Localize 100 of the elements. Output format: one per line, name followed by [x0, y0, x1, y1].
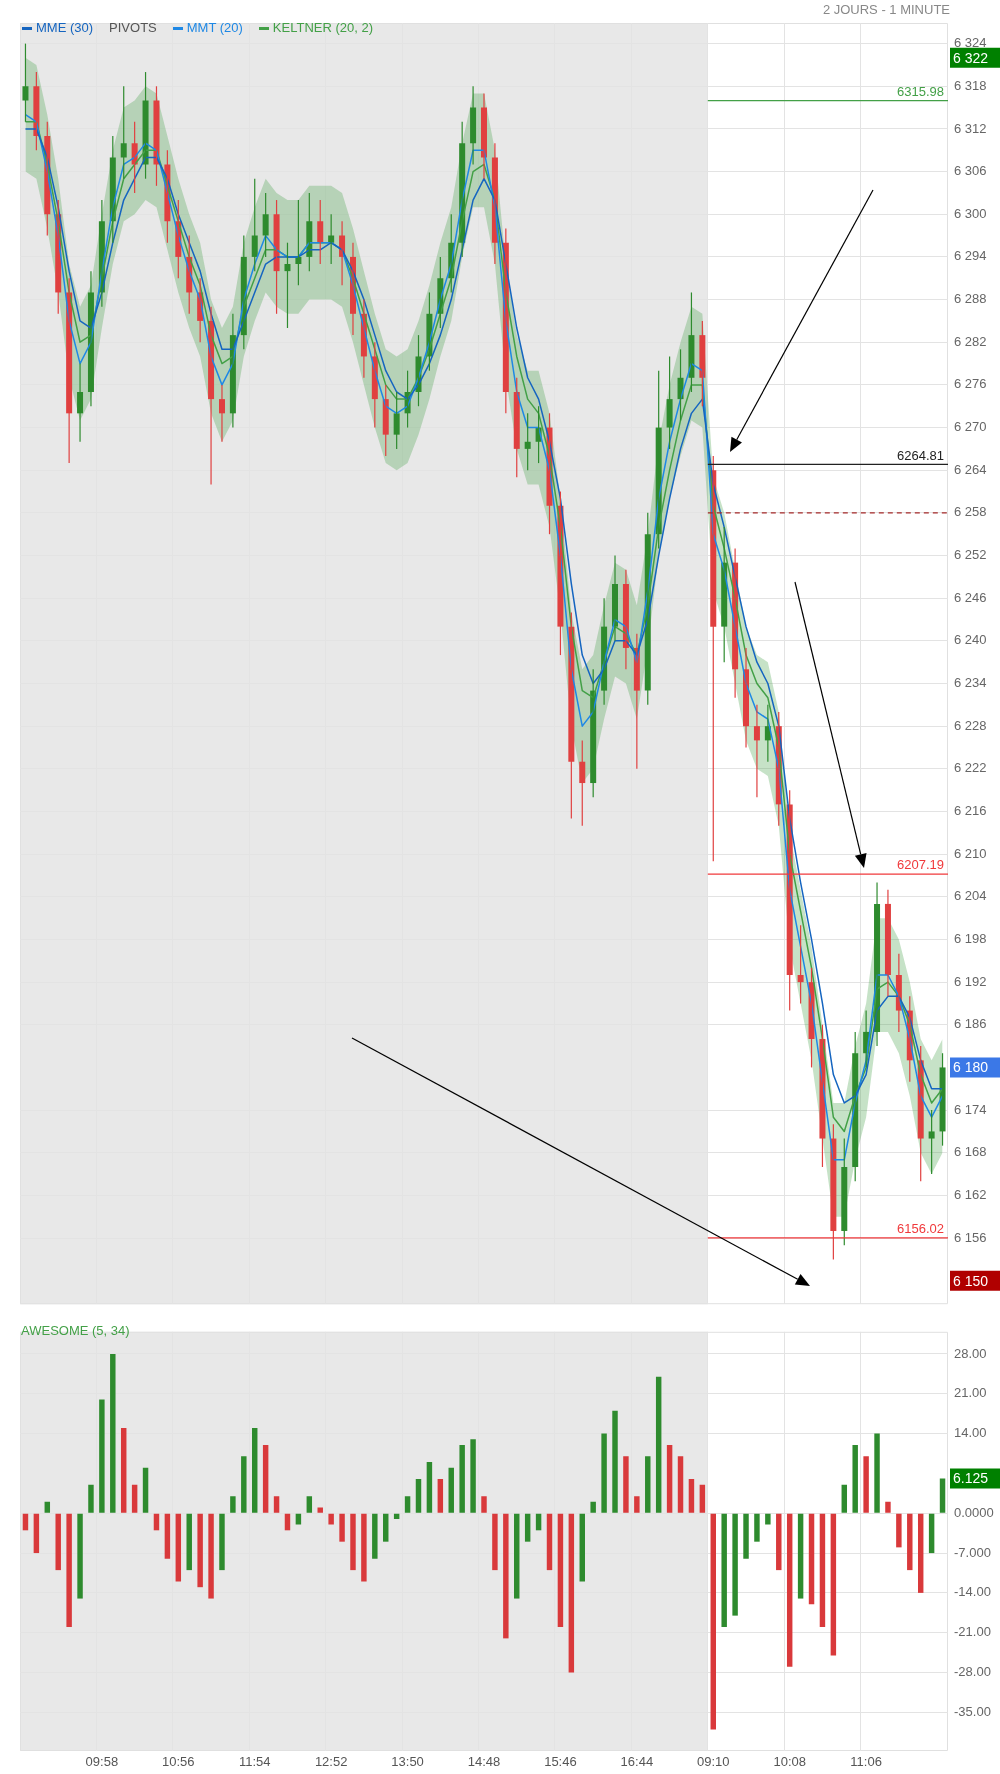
y-tick-label: 6 228 — [954, 717, 987, 733]
bar — [612, 1410, 618, 1513]
bar — [896, 1513, 902, 1548]
bar — [208, 1513, 214, 1599]
y2-tick-label: 6 322 — [953, 49, 989, 66]
bar — [907, 1513, 913, 1571]
bar — [219, 1513, 225, 1571]
bar — [448, 1467, 454, 1513]
bar — [754, 1513, 760, 1542]
y-tick-label: -28.00 — [954, 1664, 991, 1680]
bar — [88, 1484, 94, 1513]
chart-title: AWESOME (5, 34) — [21, 1323, 130, 1338]
y-tick-label: 6 306 — [954, 163, 987, 179]
y-tick-label: 6 240 — [954, 632, 987, 648]
bar — [655, 1376, 662, 1513]
y-tick-label: 6 324 — [954, 35, 987, 51]
text: 6.125 — [953, 1470, 989, 1487]
y-tick-label: 6 186 — [954, 1016, 987, 1032]
ref-line-label: 6156.02 — [897, 1221, 944, 1237]
candlestick — [928, 1109, 935, 1175]
bar — [590, 1501, 596, 1513]
bar — [175, 1513, 182, 1582]
bar — [459, 1444, 465, 1513]
bar — [99, 1399, 105, 1513]
y-tick-label: 6 252 — [954, 547, 987, 563]
bar — [666, 1444, 673, 1513]
bar — [33, 1513, 40, 1554]
ref-line-label: 6315.98 — [897, 83, 944, 99]
y-tick-label: -35.00 — [954, 1703, 991, 1719]
bar — [339, 1513, 345, 1542]
legend-label: KELTNER (20, 2) — [272, 20, 374, 35]
bar — [186, 1513, 192, 1571]
bar — [230, 1496, 236, 1513]
bar — [361, 1513, 367, 1582]
bar — [383, 1513, 389, 1542]
bar — [579, 1513, 585, 1582]
bar — [928, 1513, 935, 1554]
bar — [44, 1501, 51, 1513]
y2-tick-label: 6 180 — [953, 1059, 989, 1076]
y-tick-label: -14.00 — [954, 1584, 991, 1600]
bar — [481, 1496, 487, 1513]
bar — [645, 1456, 651, 1513]
bar — [732, 1513, 738, 1616]
bar — [699, 1484, 706, 1513]
bar — [437, 1479, 444, 1513]
bar — [885, 1501, 891, 1513]
bar — [819, 1513, 826, 1627]
y-tick-label: 21.00 — [954, 1385, 987, 1401]
bar — [776, 1513, 782, 1571]
y-tick-label: 6 270 — [954, 419, 987, 435]
x-tick-label: 15:46 — [544, 1754, 577, 1770]
bar — [197, 1513, 203, 1588]
bar — [841, 1484, 848, 1513]
bar — [710, 1513, 716, 1730]
y-tick-label: 6 162 — [954, 1187, 987, 1202]
y-tick-label: 6 246 — [954, 589, 987, 605]
bar — [623, 1456, 629, 1513]
bar — [917, 1513, 924, 1593]
bar — [426, 1462, 433, 1513]
y-tick-label: 6 312 — [954, 120, 987, 136]
bar — [721, 1513, 727, 1627]
bar — [492, 1513, 498, 1571]
chart-subtitle: 2 JOURS - 1 MINUTE — [822, 2, 950, 17]
x-tick-label: 09:10 — [697, 1754, 730, 1770]
bar — [262, 1444, 269, 1513]
bar — [142, 1467, 149, 1513]
x-tick-label: 11:06 — [850, 1754, 882, 1770]
y-tick-label: 6 156 — [954, 1229, 987, 1245]
bar — [295, 1513, 302, 1525]
x-tick-label: 09:58 — [85, 1754, 119, 1770]
bar — [568, 1513, 575, 1673]
bar — [306, 1496, 313, 1513]
y-tick-label: 6 294 — [954, 248, 987, 264]
x-tick-label: 10:56 — [162, 1754, 195, 1770]
y-tick-label: 6 288 — [954, 291, 987, 307]
legend-label: MME (30) — [36, 20, 94, 35]
bar — [164, 1513, 171, 1559]
y-tick-label: 6 198 — [954, 931, 987, 947]
y-tick-label: -21.00 — [954, 1624, 991, 1640]
y-tick-label: 6 192 — [954, 973, 987, 989]
y-tick-label: 6 264 — [954, 461, 987, 477]
bar — [415, 1479, 422, 1513]
y-tick-label: -7.000 — [954, 1544, 991, 1560]
bar — [350, 1513, 356, 1571]
y-tick-label: 6 276 — [954, 376, 987, 392]
bar — [524, 1513, 531, 1542]
x-tick-label: 11:54 — [238, 1754, 271, 1770]
y-tick-label: 6 204 — [954, 888, 987, 904]
bar — [131, 1484, 138, 1513]
bar — [120, 1427, 127, 1513]
y-tick-label: 6 174 — [954, 1101, 987, 1117]
bar — [786, 1513, 793, 1667]
bar — [863, 1456, 869, 1513]
bar — [55, 1513, 61, 1571]
ref-line-label: 6207.19 — [897, 857, 944, 873]
y-tick-label: 6 216 — [954, 803, 987, 819]
bar — [808, 1513, 815, 1605]
bar — [677, 1456, 684, 1513]
y-tick-label: 6 168 — [954, 1144, 987, 1160]
bar — [252, 1427, 258, 1513]
